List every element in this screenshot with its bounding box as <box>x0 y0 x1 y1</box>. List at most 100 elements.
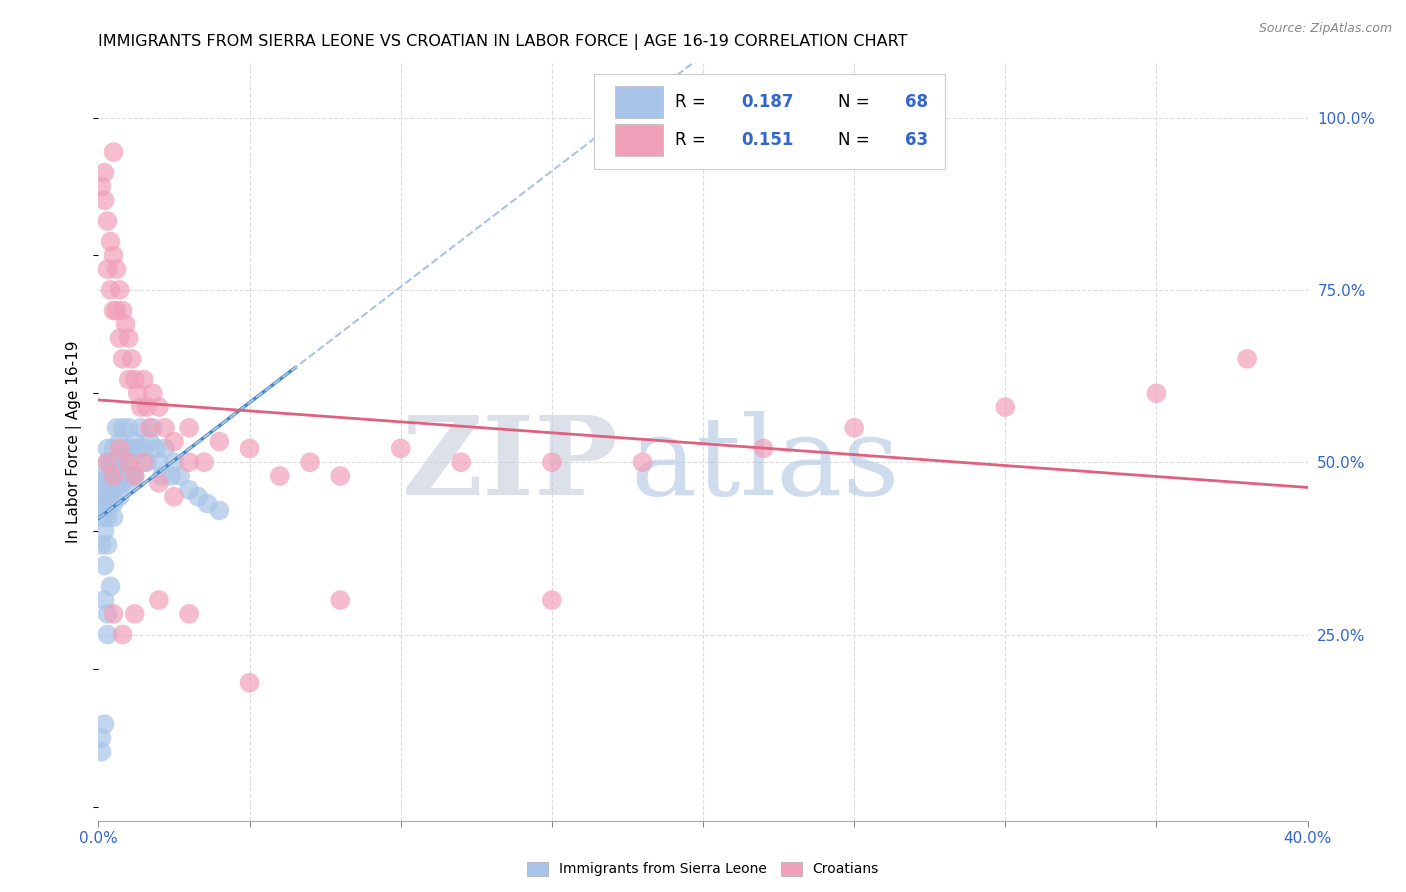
Point <box>108 490 131 504</box>
Point <box>100 455 122 469</box>
Point <box>540 593 562 607</box>
Text: R =: R = <box>675 93 711 111</box>
Point <box>93 194 115 208</box>
Point <box>111 351 134 366</box>
Point <box>100 483 122 497</box>
Point <box>844 421 866 435</box>
Point <box>93 717 115 731</box>
Point <box>994 400 1017 414</box>
Text: atlas: atlas <box>630 411 900 517</box>
Point <box>329 593 352 607</box>
Point <box>160 469 183 483</box>
Text: R =: R = <box>675 131 711 149</box>
Point <box>96 469 118 483</box>
Point <box>93 166 115 180</box>
Point <box>1144 386 1167 401</box>
Point <box>96 442 118 456</box>
Point <box>105 475 128 490</box>
Point <box>103 475 125 490</box>
Point <box>96 455 118 469</box>
Point <box>752 442 775 456</box>
Point <box>148 455 170 469</box>
Point <box>103 607 125 621</box>
Point <box>114 442 136 456</box>
Point <box>108 442 131 456</box>
Point <box>103 442 125 456</box>
Point <box>100 497 122 511</box>
Point <box>631 455 654 469</box>
Y-axis label: In Labor Force | Age 16-19: In Labor Force | Age 16-19 <box>66 340 83 543</box>
Point <box>96 490 118 504</box>
Point <box>93 475 115 490</box>
Point <box>269 469 291 483</box>
Point <box>103 510 125 524</box>
Point <box>127 442 149 456</box>
Text: 0.187: 0.187 <box>742 93 794 111</box>
Point <box>111 475 134 490</box>
Point <box>108 283 131 297</box>
Point <box>108 331 131 345</box>
Point <box>114 318 136 332</box>
Point <box>93 593 115 607</box>
Point <box>150 469 173 483</box>
Point <box>389 442 412 456</box>
Point <box>148 400 170 414</box>
Point <box>90 490 112 504</box>
Point <box>124 607 146 621</box>
Point <box>129 400 152 414</box>
Point <box>118 475 141 490</box>
Point <box>103 303 125 318</box>
Point <box>139 434 162 449</box>
Point <box>1236 351 1258 366</box>
Point <box>105 262 128 277</box>
Point <box>111 421 134 435</box>
Point <box>96 455 118 469</box>
Point <box>124 372 146 386</box>
Text: N =: N = <box>838 131 876 149</box>
Point <box>124 469 146 483</box>
Point <box>93 524 115 538</box>
Point <box>163 434 186 449</box>
Point <box>163 455 186 469</box>
Point <box>299 455 322 469</box>
Point <box>193 455 215 469</box>
Point <box>195 497 218 511</box>
Point <box>90 179 112 194</box>
Point <box>103 490 125 504</box>
Bar <box>614 124 664 156</box>
Point <box>105 421 128 435</box>
Point <box>135 455 157 469</box>
Point <box>135 400 157 414</box>
Point <box>105 303 128 318</box>
Point <box>118 421 141 435</box>
Point <box>208 503 231 517</box>
Point <box>96 607 118 621</box>
Point <box>179 607 201 621</box>
Point <box>118 455 141 469</box>
Bar <box>614 86 664 118</box>
Text: 0.151: 0.151 <box>742 131 794 149</box>
Point <box>90 538 112 552</box>
Point <box>132 372 155 386</box>
Point <box>103 145 125 159</box>
Point <box>118 455 141 469</box>
Point <box>121 351 143 366</box>
Text: N =: N = <box>838 93 876 111</box>
Point <box>118 372 141 386</box>
Text: Source: ZipAtlas.com: Source: ZipAtlas.com <box>1258 22 1392 36</box>
Point <box>96 510 118 524</box>
Point <box>121 469 143 483</box>
Point <box>93 558 115 573</box>
Point <box>100 235 122 249</box>
Text: 63: 63 <box>905 131 928 149</box>
Point <box>179 421 201 435</box>
Point <box>239 442 262 456</box>
Point <box>153 421 176 435</box>
Point <box>90 745 112 759</box>
Point <box>100 283 122 297</box>
Point <box>111 303 134 318</box>
Point <box>148 593 170 607</box>
Point <box>163 490 186 504</box>
Point <box>142 421 165 435</box>
Point <box>108 434 131 449</box>
